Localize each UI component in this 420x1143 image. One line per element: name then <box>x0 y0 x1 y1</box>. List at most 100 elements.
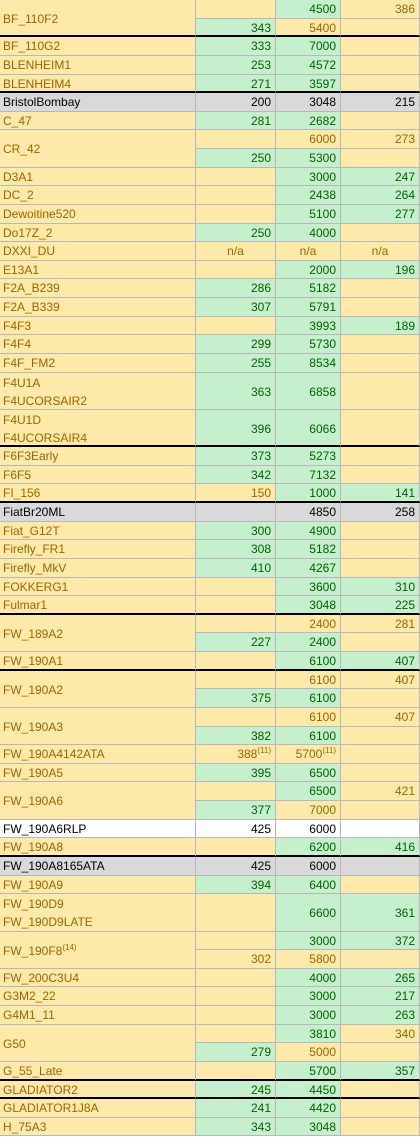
value-cell: 6400 <box>276 876 341 894</box>
value-cell: 5273 <box>276 447 341 466</box>
value-cell <box>341 447 420 466</box>
value-cell: 8534 <box>276 354 341 373</box>
cell-value: 6100 <box>309 710 336 725</box>
cell-value: 250 <box>250 151 271 166</box>
value-cell: 6000 <box>276 130 341 149</box>
value-cell <box>341 820 420 838</box>
value-cell <box>196 168 276 186</box>
aircraft-name: CR_42 <box>3 141 41 156</box>
value-cell: 273 <box>341 130 420 149</box>
value-cell <box>341 75 420 93</box>
value-cell <box>341 112 420 130</box>
aircraft-name-cell: CR_42 <box>0 130 196 168</box>
value-cell: 6066 <box>276 410 341 447</box>
cell-value: 247 <box>394 170 415 185</box>
value-cell: 4000 <box>276 224 341 242</box>
value-cell: 263 <box>341 1006 420 1025</box>
value-cell: 407 <box>341 708 420 727</box>
aircraft-name-cell: DXXI_DU <box>0 242 196 261</box>
cell-value: 4572 <box>309 58 336 73</box>
value-cell: 2400 <box>276 633 341 652</box>
aircraft-name: GLADIATOR1J8A <box>3 1101 99 1116</box>
cell-value: 425 <box>250 859 271 874</box>
value-cell: 410 <box>196 559 276 578</box>
aircraft-name-cell: FW_190A8 <box>0 838 196 857</box>
value-cell: 3597 <box>276 75 341 93</box>
aircraft-name-cell: DC_2 <box>0 186 196 205</box>
cell-value: 6100 <box>309 729 336 744</box>
value-cell <box>341 279 420 298</box>
cell-value: 264 <box>394 188 415 203</box>
cell-value: 396 <box>250 421 271 436</box>
value-cell: 5791 <box>276 298 341 317</box>
value-cell <box>341 764 420 782</box>
cell-value: 416 <box>394 840 415 855</box>
cell-value: 302 <box>250 952 271 967</box>
value-cell <box>341 1118 420 1136</box>
aircraft-name-cell: Fiat_G12T <box>0 522 196 540</box>
value-cell: 407 <box>341 671 420 689</box>
cell-value: 340 <box>394 1027 415 1042</box>
value-cell <box>196 615 276 633</box>
footnote-marker: (11) <box>322 746 336 756</box>
aircraft-name-cell: G4M1_11 <box>0 1006 196 1025</box>
cell-value: 3600 <box>309 580 336 595</box>
cell-value: 3000 <box>309 1008 336 1023</box>
cell-value: 286 <box>250 281 271 296</box>
value-cell: 3810 <box>276 1025 341 1043</box>
cell-value: 4000 <box>309 971 336 986</box>
value-cell: 264 <box>341 186 420 205</box>
cell-value: 5182 <box>309 542 336 557</box>
aircraft-name-cell: G50 <box>0 1025 196 1062</box>
aircraft-name: C_47 <box>3 114 32 129</box>
cell-value: 425 <box>250 822 271 837</box>
value-cell: 333 <box>196 37 276 56</box>
aircraft-name: F2A_B339 <box>3 300 60 315</box>
value-cell: 3048 <box>276 1118 341 1136</box>
aircraft-name-cell: F4U1D F4UCORSAIR4 <box>0 410 196 447</box>
aircraft-name-alt: F4UCORSAIR2 <box>3 394 88 409</box>
cell-value: 5182 <box>309 281 336 296</box>
aircraft-name: Firefly_MkV <box>3 561 67 576</box>
value-cell <box>341 801 420 820</box>
value-cell <box>341 56 420 75</box>
value-cell <box>341 745 420 764</box>
aircraft-name-cell: FW_190F8(14) <box>0 932 196 969</box>
cell-value: n/a <box>299 244 317 259</box>
value-cell <box>196 1062 276 1081</box>
cell-value: 273 <box>394 132 415 147</box>
value-cell: 250 <box>196 224 276 242</box>
value-cell: 361 <box>341 894 420 932</box>
value-cell: 6000 <box>276 820 341 838</box>
value-cell: 2682 <box>276 112 341 130</box>
cell-value: 407 <box>394 654 415 669</box>
aircraft-name-cell: FW_190A9 <box>0 876 196 894</box>
value-cell <box>196 894 276 932</box>
cell-value: 394 <box>250 878 271 893</box>
value-cell <box>341 19 420 37</box>
value-cell <box>341 466 420 484</box>
cell-value: 245 <box>250 1083 271 1098</box>
aircraft-name-cell: GLADIATOR1J8A <box>0 1099 196 1118</box>
value-cell: 225 <box>341 596 420 615</box>
value-cell: 342 <box>196 466 276 484</box>
aircraft-name-cell: E13A1 <box>0 261 196 279</box>
aircraft-name-cell: F4F4 <box>0 335 196 354</box>
value-cell: 150 <box>196 484 276 503</box>
aircraft-name: Fiat_G12T <box>3 524 60 539</box>
aircraft-name-cell: F2A_B239 <box>0 279 196 298</box>
cell-value: 6100 <box>309 691 336 706</box>
aircraft-name-cell: BristolBombay <box>0 93 196 112</box>
cell-value: 5100 <box>309 207 336 222</box>
value-cell: 395 <box>196 764 276 782</box>
aircraft-name-cell: F4F_FM2 <box>0 354 196 373</box>
cell-value: 5400 <box>309 21 336 36</box>
cell-value: 5800 <box>309 952 336 967</box>
aircraft-name: H_75A3 <box>3 1120 47 1135</box>
value-cell: 372 <box>341 932 420 950</box>
cell-value: 2000 <box>309 263 336 278</box>
aircraft-name: DC_2 <box>3 188 34 203</box>
aircraft-name: F4F3 <box>3 319 32 334</box>
aircraft-name: FW_190D9 <box>3 897 64 911</box>
value-cell <box>341 876 420 894</box>
